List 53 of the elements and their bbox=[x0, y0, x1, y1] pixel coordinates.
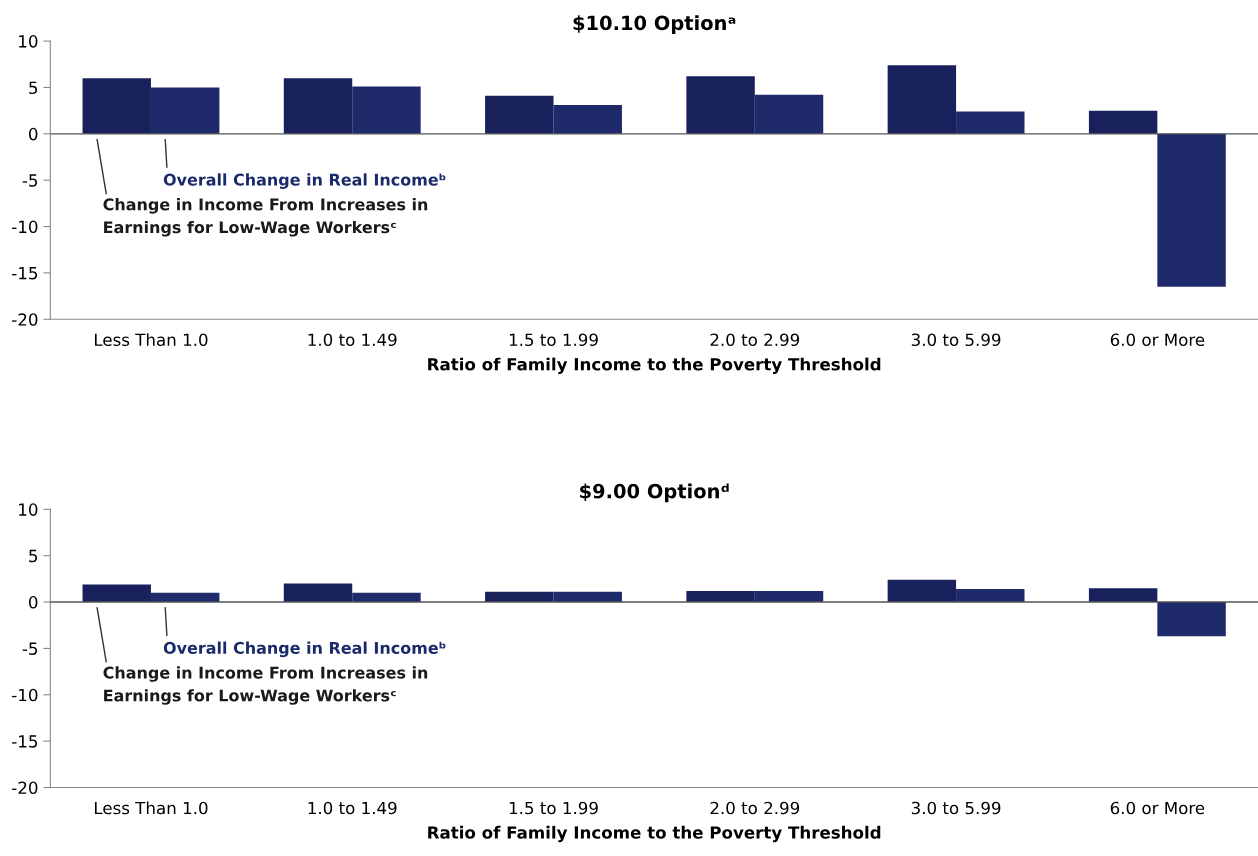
bar bbox=[82, 584, 151, 603]
y-tick-label: -10 bbox=[12, 220, 38, 234]
y-tick-label: 0 bbox=[29, 596, 38, 609]
y-tick-label: -5 bbox=[22, 642, 38, 655]
y-tick-label: 0 bbox=[29, 127, 38, 141]
x-tick-label: 1.5 to 1.99 bbox=[509, 801, 598, 815]
y-tick-label: -15 bbox=[12, 267, 38, 280]
bar bbox=[686, 76, 755, 134]
bar bbox=[485, 95, 554, 134]
x-tick-label: 1.5 to 1.99 bbox=[509, 333, 598, 347]
x-tick-label: Less Than 1.0 bbox=[94, 801, 208, 815]
bar bbox=[887, 579, 957, 603]
bar bbox=[283, 583, 353, 603]
text: Change in Income From Increases in Earnings for Low-Wage Workersᶜ bbox=[103, 198, 428, 237]
y-tick-label: -20 bbox=[12, 781, 38, 795]
x-tick-label: 1.0 to 1.49 bbox=[308, 801, 397, 815]
text: Change in Income From Increases in Earnings for Low-Wage Workersᶜ bbox=[103, 666, 428, 705]
bar bbox=[686, 590, 755, 603]
x-tick-label: 6.0 or More bbox=[1110, 333, 1205, 347]
text: Overall Change in Real Incomeᵇ bbox=[163, 641, 446, 658]
text: Overall Change in Real Incomeᵇ bbox=[163, 173, 446, 189]
y-tick-label: 5 bbox=[29, 549, 38, 563]
bar bbox=[1157, 602, 1226, 637]
bar bbox=[352, 86, 421, 134]
bar bbox=[1157, 133, 1226, 287]
bar bbox=[150, 87, 220, 134]
x-axis-title: Ratio of Family Income to the Poverty Threshold bbox=[428, 825, 881, 843]
y-tick-label: -5 bbox=[22, 174, 38, 187]
x-tick-label: 3.0 to 5.99 bbox=[911, 801, 1001, 815]
x-tick-label: 2.0 to 2.99 bbox=[710, 801, 800, 815]
bar bbox=[283, 78, 353, 134]
chart-title: $10.10 Optionᵃ bbox=[573, 15, 736, 35]
x-axis-title: Ratio of Family Income to the Poverty Threshold bbox=[428, 357, 881, 374]
y-tick-label: -10 bbox=[12, 688, 38, 702]
bar bbox=[956, 111, 1025, 134]
x-tick-label: 1.0 to 1.49 bbox=[308, 333, 397, 347]
bar bbox=[1088, 588, 1158, 603]
bar bbox=[82, 78, 151, 134]
y-tick-label: 5 bbox=[29, 81, 38, 95]
y-tick-label: 10 bbox=[19, 503, 38, 516]
x-tick-label: Less Than 1.0 bbox=[94, 333, 208, 347]
bar bbox=[1088, 110, 1158, 134]
y-tick-label: 10 bbox=[19, 35, 38, 48]
x-tick-label: 3.0 to 5.99 bbox=[911, 333, 1001, 347]
x-tick-label: 6.0 or More bbox=[1110, 801, 1205, 815]
bar bbox=[887, 65, 957, 134]
y-tick-label: -15 bbox=[12, 735, 38, 748]
chart-title: $9.00 Optionᵈ bbox=[580, 483, 729, 503]
bar bbox=[956, 589, 1025, 603]
bar bbox=[553, 105, 622, 134]
y-tick-label: -20 bbox=[12, 313, 38, 326]
x-tick-label: 2.0 to 2.99 bbox=[710, 333, 800, 347]
bar bbox=[754, 94, 824, 134]
